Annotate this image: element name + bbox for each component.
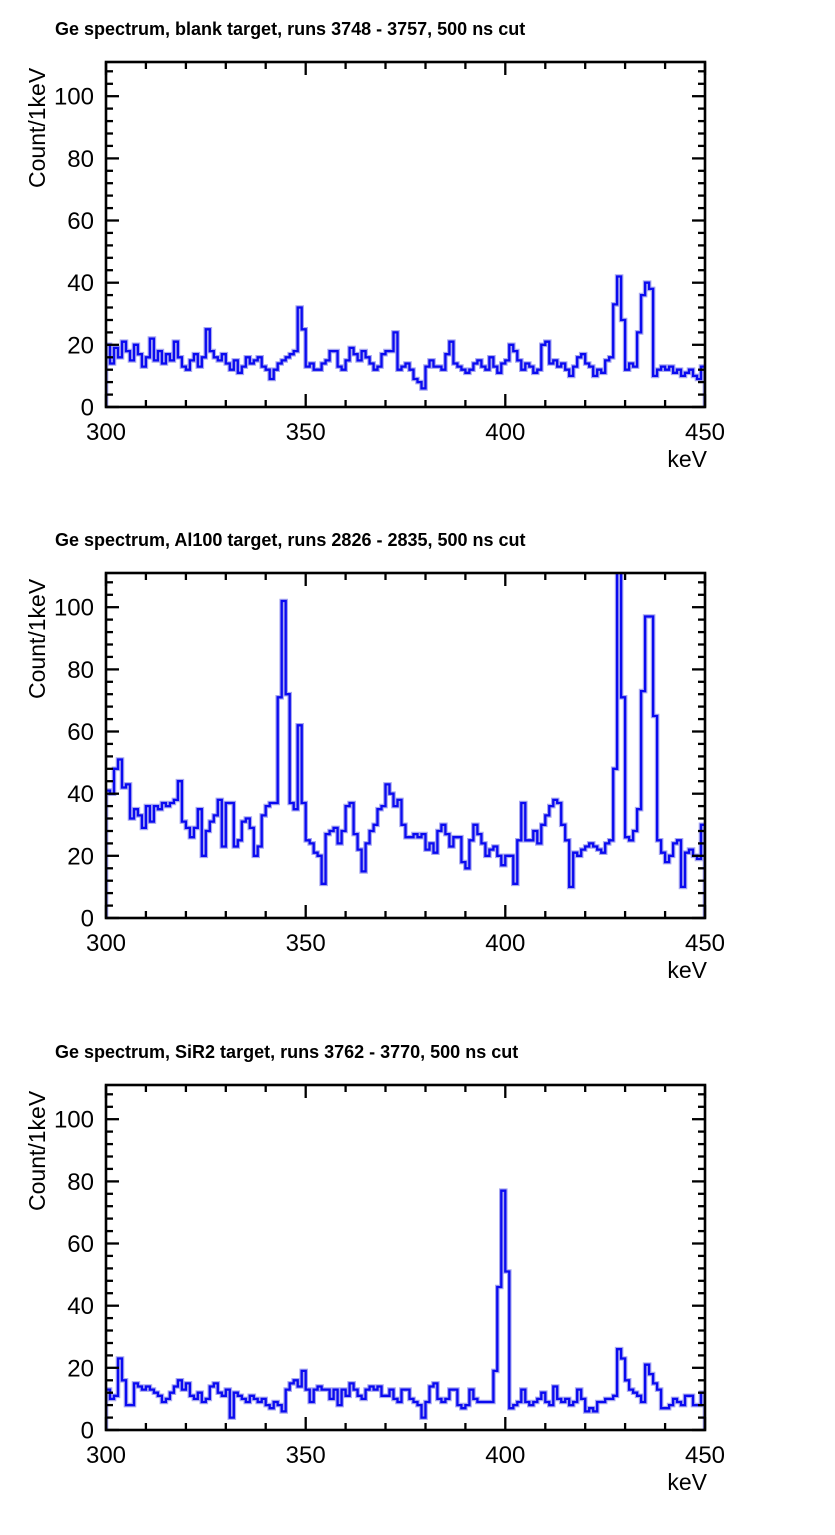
chart-title: Ge spectrum, SiR2 target, runs 3762 - 37… (55, 1042, 519, 1062)
y-tick-label: 40 (67, 270, 94, 297)
chart-panel-sir2-target: Ge spectrum, SiR2 target, runs 3762 - 37… (0, 1023, 835, 1535)
y-tick-label: 100 (54, 84, 94, 111)
y-axis-title: Count/1keV (24, 1090, 50, 1211)
histogram-series (106, 1188, 705, 1430)
y-tick-label: 100 (54, 595, 94, 622)
y-tick-label: 60 (67, 1231, 94, 1258)
x-tick-label: 400 (485, 1442, 525, 1469)
y-tick-label: 0 (81, 1418, 94, 1445)
y-tick-label: 0 (81, 395, 94, 422)
x-tick-label: 450 (685, 1442, 725, 1469)
x-tick-label: 400 (485, 419, 525, 446)
y-axis-title: Count/1keV (24, 578, 50, 699)
histogram-plot-sir2: 300 350 400 450 0 20 40 60 80 100 keV Count/1keV (24, 1083, 725, 1495)
histogram-series (106, 274, 705, 407)
x-tick-label: 300 (86, 419, 126, 446)
y-tick-label: 0 (81, 906, 94, 933)
chart-panel-al100-target: Ge spectrum, Al100 target, runs 2826 - 2… (0, 511, 835, 1023)
chart-panel-blank-target: Ge spectrum, blank target, runs 3748 - 3… (0, 0, 835, 512)
x-tick-label: 450 (685, 930, 725, 957)
y-tick-label: 20 (67, 1355, 94, 1382)
plot-frame (104, 60, 707, 409)
y-tick-label: 40 (67, 1293, 94, 1320)
y-tick-label: 40 (67, 781, 94, 808)
y-tick-label: 80 (67, 1169, 94, 1196)
y-tick-label: 80 (67, 146, 94, 173)
histogram-series (106, 573, 705, 918)
x-tick-label: 400 (485, 930, 525, 957)
histogram-plot-blank: 300 350 400 450 0 20 40 60 80 100 keV Count/1keV (24, 60, 725, 472)
x-axis-title: keV (667, 446, 707, 472)
y-tick-label: 100 (54, 1107, 94, 1134)
y-tick-label: 60 (67, 719, 94, 746)
y-tick-label: 60 (67, 208, 94, 235)
x-tick-label: 350 (286, 1442, 326, 1469)
histogram-plot-al100: 300 350 400 450 0 20 40 60 80 100 keV Count/1keV (24, 571, 725, 983)
x-axis-title: keV (667, 957, 707, 983)
x-tick-label: 300 (86, 1442, 126, 1469)
x-tick-label: 300 (86, 930, 126, 957)
chart-title: Ge spectrum, blank target, runs 3748 - 3… (55, 19, 526, 39)
x-tick-label: 350 (286, 930, 326, 957)
plot-frame (104, 1083, 707, 1432)
y-tick-label: 20 (67, 332, 94, 359)
chart-title: Ge spectrum, Al100 target, runs 2826 - 2… (55, 530, 526, 550)
y-tick-label: 20 (67, 843, 94, 870)
plot-frame (104, 571, 707, 920)
y-axis-title: Count/1keV (24, 67, 50, 188)
y-tick-label: 80 (67, 657, 94, 684)
x-tick-label: 350 (286, 419, 326, 446)
x-tick-label: 450 (685, 419, 725, 446)
x-axis-title: keV (667, 1469, 707, 1495)
